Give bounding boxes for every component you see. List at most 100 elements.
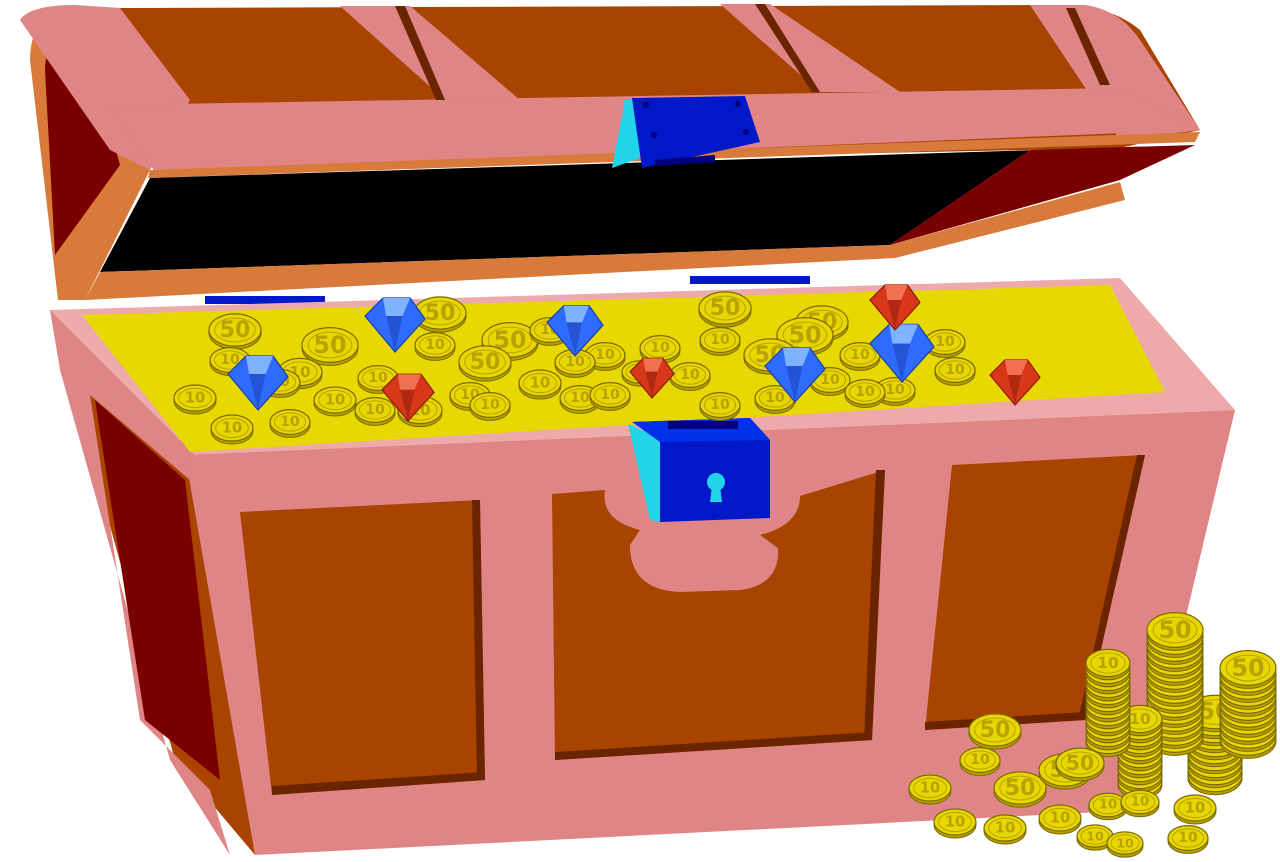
coin: 10 [313, 386, 357, 417]
coin-label: 10 [530, 375, 550, 392]
coin: 10 [844, 379, 886, 408]
coin: 10 [933, 808, 977, 839]
coin-label: 10 [710, 332, 730, 348]
coin-label: 10 [222, 420, 242, 437]
coin-label: 10 [595, 347, 615, 363]
blue-gem [764, 347, 826, 403]
coin-label: 10 [935, 334, 955, 350]
lid-band-middle [720, 4, 900, 92]
coin: 10 [1120, 789, 1160, 818]
coin: 50 [1055, 747, 1105, 782]
coin-label: 50 [313, 331, 346, 359]
coin: 50 [698, 291, 752, 328]
body-left-panel [95, 400, 220, 780]
hasp-rivet-4 [743, 129, 749, 135]
hinge-left [205, 296, 325, 304]
blue-gem [227, 355, 289, 411]
lid-left-inner [45, 40, 120, 255]
chest-lid [20, 4, 1200, 300]
coin: 10 [173, 384, 217, 415]
coin: 50 [208, 313, 262, 350]
coin-label: 10 [1116, 836, 1134, 851]
coin: 50 [413, 296, 467, 333]
coin-label: 10 [855, 384, 875, 400]
coin: 10 [1085, 648, 1131, 681]
lock-plate-cyan [628, 424, 660, 522]
front-panel-left-shadow [472, 500, 485, 780]
coin-label: 10 [1099, 798, 1118, 813]
coin: 10 [639, 335, 681, 364]
coin-label: 10 [885, 382, 905, 398]
coin: 10 [699, 327, 741, 356]
blue-gem [869, 323, 935, 383]
lid-band-middle-left [340, 6, 520, 100]
coin-label: 10 [1185, 800, 1205, 817]
coin-label: 10 [1178, 830, 1198, 846]
coin-label: 10 [365, 402, 385, 418]
coin-label: 10 [680, 367, 700, 383]
coin: 10 [1106, 831, 1144, 858]
coin-label: 50 [1231, 654, 1264, 682]
coin-label: 10 [945, 362, 965, 378]
lid-interior-right [890, 145, 1195, 245]
coin: 50 [1146, 612, 1204, 651]
lock-plate [632, 418, 770, 522]
coin-label: 10 [570, 390, 590, 406]
coin: 50 [458, 345, 512, 382]
coin-label: 10 [280, 414, 300, 430]
coin-label: 50 [710, 295, 741, 321]
coin-label: 10 [650, 340, 670, 356]
coin: 10 [669, 362, 711, 391]
lock-slot [668, 421, 738, 429]
coin: 10 [414, 332, 456, 361]
red-gem [989, 359, 1041, 406]
coin-label: 10 [970, 752, 990, 768]
front-panel-left [240, 500, 485, 795]
coin: 10 [269, 409, 311, 438]
red-gem [629, 357, 675, 399]
red-gem [869, 284, 921, 331]
keyhole-icon [707, 473, 725, 502]
coin: 50 [1219, 650, 1277, 689]
coin-label: 10 [480, 397, 500, 413]
coin: 50 [993, 771, 1047, 808]
hinge-right [690, 276, 810, 284]
coin: 50 [776, 317, 834, 356]
coin: 10 [210, 414, 254, 445]
coin: 10 [754, 385, 796, 414]
coin-label: 10 [185, 390, 205, 407]
coin-label: 10 [1129, 710, 1150, 728]
lid-interior [100, 145, 1195, 272]
coin-label: 10 [945, 814, 965, 831]
lid-band-shadow-3 [1066, 8, 1110, 85]
coin-label: 50 [1158, 616, 1191, 644]
coin-label: 10 [368, 370, 388, 386]
coin: 10 [1088, 792, 1128, 821]
hasp-rivet-3 [651, 132, 657, 138]
coin: 50 [968, 713, 1022, 750]
coin-label: 10 [995, 820, 1015, 837]
coin-label: 50 [788, 321, 821, 349]
coin-label: 10 [710, 397, 730, 413]
coin-label: 50 [1066, 751, 1094, 775]
coin-label: 10 [1131, 795, 1150, 810]
lid-hasp [632, 96, 760, 168]
coin-label: 10 [600, 387, 620, 403]
lid-band-shadow-1 [395, 6, 445, 100]
coin-label: 50 [470, 349, 501, 375]
body-left-side-trim [50, 310, 230, 855]
coin: 10 [1173, 794, 1217, 825]
coin: 10 [554, 349, 596, 378]
coin: 10 [983, 814, 1027, 845]
coin-label: 50 [220, 317, 251, 343]
coin: 50 [301, 327, 359, 366]
coin: 10 [354, 397, 396, 426]
coin-label: 10 [1050, 810, 1070, 827]
coin: 10 [518, 369, 562, 400]
coin: 10 [699, 392, 741, 421]
hasp-rivet-1 [643, 102, 649, 108]
lid-band-right [1030, 5, 1200, 140]
coin-label: 10 [820, 372, 840, 388]
coin: 10 [469, 392, 511, 421]
